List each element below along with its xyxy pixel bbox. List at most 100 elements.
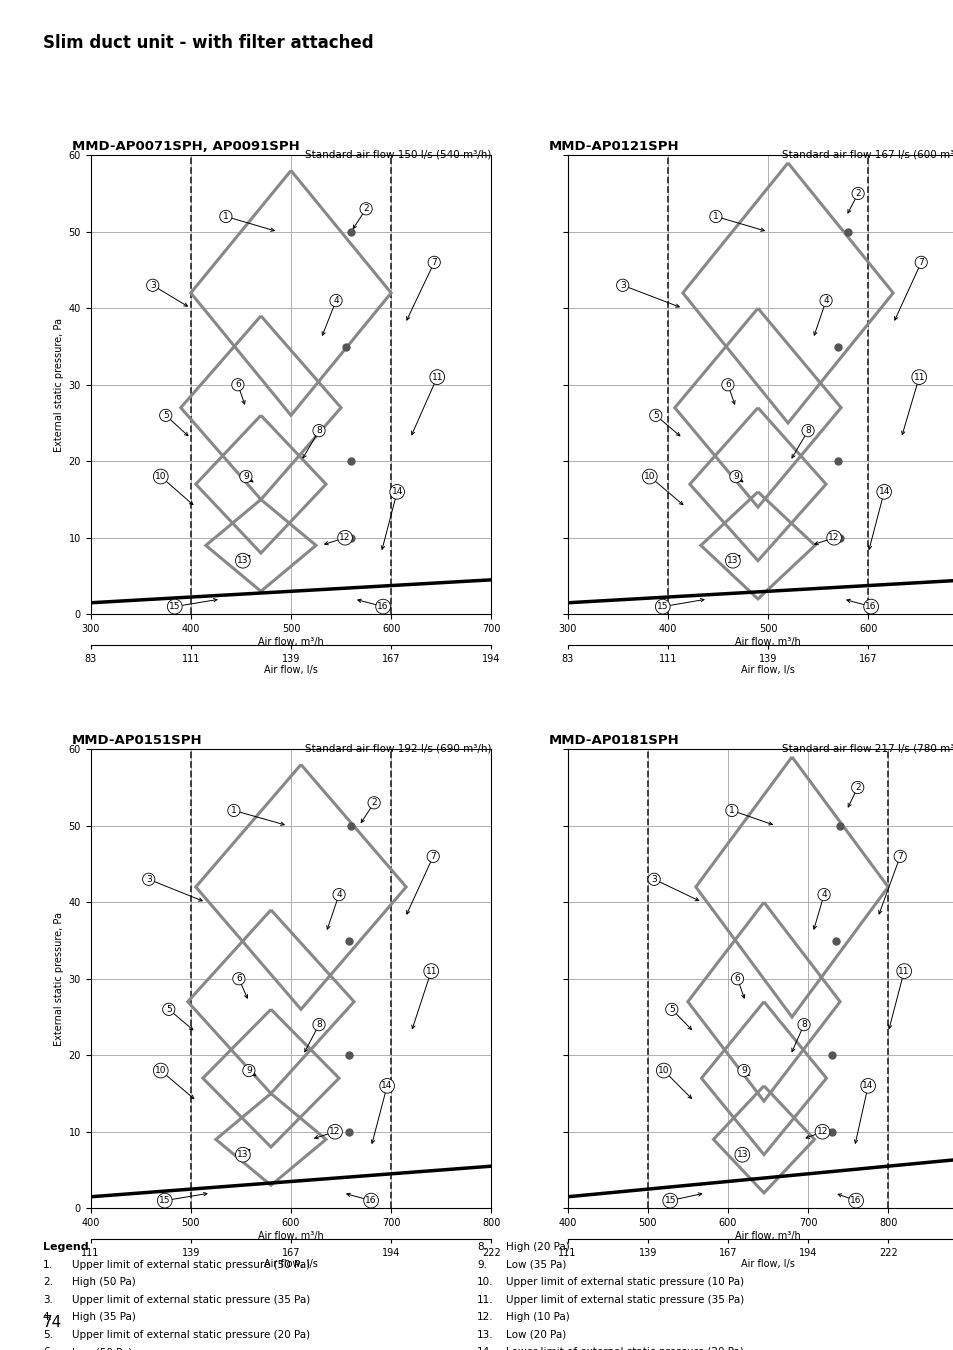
X-axis label: Air flow, l/s: Air flow, l/s — [740, 1260, 794, 1269]
Text: 10: 10 — [643, 472, 655, 481]
Text: 5: 5 — [163, 410, 169, 420]
Text: 2: 2 — [363, 204, 369, 213]
Text: 12: 12 — [816, 1127, 827, 1137]
Text: 4: 4 — [333, 296, 338, 305]
Text: 14: 14 — [391, 487, 402, 497]
Text: MMD-AP0181SPH: MMD-AP0181SPH — [548, 733, 679, 747]
Text: 15: 15 — [169, 602, 180, 612]
Text: 5.: 5. — [43, 1330, 52, 1339]
Text: 15: 15 — [663, 1196, 676, 1206]
Text: 5: 5 — [652, 410, 658, 420]
Text: 11: 11 — [425, 967, 436, 976]
Text: 8: 8 — [315, 1021, 321, 1029]
Text: 2: 2 — [854, 783, 860, 792]
Text: 16: 16 — [365, 1196, 376, 1206]
Text: 7: 7 — [918, 258, 923, 267]
Text: Upper limit of external static pressure (35 Pa): Upper limit of external static pressure … — [505, 1295, 743, 1304]
Text: 10: 10 — [154, 472, 167, 481]
Text: 16: 16 — [849, 1196, 861, 1206]
Text: 13: 13 — [736, 1150, 747, 1160]
Text: 3.: 3. — [43, 1295, 52, 1304]
Text: High (50 Pa): High (50 Pa) — [71, 1277, 135, 1287]
Text: MMD-AP0121SPH: MMD-AP0121SPH — [548, 139, 679, 153]
X-axis label: Air flow, m³/h: Air flow, m³/h — [258, 1231, 323, 1241]
Text: 14: 14 — [878, 487, 889, 497]
Text: 8: 8 — [315, 427, 321, 435]
Text: Low (50 Pa): Low (50 Pa) — [71, 1347, 132, 1350]
Text: 13: 13 — [726, 556, 738, 566]
Text: 1: 1 — [231, 806, 236, 815]
Text: 15: 15 — [159, 1196, 171, 1206]
X-axis label: Air flow, m³/h: Air flow, m³/h — [258, 637, 323, 647]
Y-axis label: External static pressure, Pa: External static pressure, Pa — [54, 317, 64, 452]
Text: 8.: 8. — [476, 1242, 486, 1251]
Text: 13: 13 — [237, 556, 249, 566]
Text: 10: 10 — [658, 1066, 669, 1075]
Text: 2.: 2. — [43, 1277, 52, 1287]
Text: Standard air flow 192 l/s (690 m³/h): Standard air flow 192 l/s (690 m³/h) — [305, 744, 491, 753]
Text: 1.: 1. — [43, 1260, 52, 1269]
Text: 7: 7 — [430, 852, 436, 861]
Text: 6: 6 — [724, 381, 730, 389]
Text: 13.: 13. — [476, 1330, 493, 1339]
Text: 1: 1 — [728, 806, 734, 815]
Text: 16: 16 — [864, 602, 876, 612]
Text: 10.: 10. — [476, 1277, 493, 1287]
Text: 11.: 11. — [476, 1295, 493, 1304]
Text: Lower limit of external static pressure (20 Pa): Lower limit of external static pressure … — [505, 1347, 742, 1350]
Text: High (35 Pa): High (35 Pa) — [71, 1312, 135, 1322]
Text: 11: 11 — [898, 967, 909, 976]
Text: 4: 4 — [335, 890, 341, 899]
Text: Low (35 Pa): Low (35 Pa) — [505, 1260, 565, 1269]
Text: 3: 3 — [651, 875, 657, 884]
Text: Legend: Legend — [43, 1242, 89, 1251]
Text: Standard air flow 217 l/s (780 m³/h): Standard air flow 217 l/s (780 m³/h) — [781, 744, 953, 753]
Text: 6: 6 — [234, 381, 240, 389]
Text: 4: 4 — [822, 296, 828, 305]
Text: 3: 3 — [619, 281, 625, 290]
Text: 9: 9 — [732, 472, 738, 481]
Text: Upper limit of external static pressure (20 Pa): Upper limit of external static pressure … — [71, 1330, 310, 1339]
Y-axis label: External static pressure, Pa: External static pressure, Pa — [54, 911, 64, 1046]
Text: 6: 6 — [734, 975, 740, 983]
Text: MMD-AP0151SPH: MMD-AP0151SPH — [71, 733, 202, 747]
Text: 8: 8 — [804, 427, 810, 435]
Text: 4.: 4. — [43, 1312, 52, 1322]
Text: 6.: 6. — [43, 1347, 52, 1350]
Text: Upper limit of external static pressure (50 Pa): Upper limit of external static pressure … — [71, 1260, 310, 1269]
Text: Upper limit of external static pressure (35 Pa): Upper limit of external static pressure … — [71, 1295, 310, 1304]
Text: 2: 2 — [371, 798, 376, 807]
Text: Upper limit of external static pressure (10 Pa): Upper limit of external static pressure … — [505, 1277, 743, 1287]
Text: High (10 Pa): High (10 Pa) — [505, 1312, 569, 1322]
Text: 12: 12 — [329, 1127, 340, 1137]
X-axis label: Air flow, l/s: Air flow, l/s — [264, 666, 317, 675]
Text: 74: 74 — [43, 1315, 62, 1330]
Text: 12.: 12. — [476, 1312, 493, 1322]
X-axis label: Air flow, l/s: Air flow, l/s — [264, 1260, 317, 1269]
Text: 3: 3 — [150, 281, 155, 290]
Text: 2: 2 — [855, 189, 860, 198]
Text: 6: 6 — [235, 975, 241, 983]
Text: Standard air flow 150 l/s (540 m³/h): Standard air flow 150 l/s (540 m³/h) — [305, 150, 491, 159]
Text: 11: 11 — [431, 373, 442, 382]
Text: 14: 14 — [862, 1081, 873, 1091]
Text: 1: 1 — [223, 212, 229, 221]
Text: 3: 3 — [146, 875, 152, 884]
Text: 4: 4 — [821, 890, 826, 899]
X-axis label: Air flow, l/s: Air flow, l/s — [740, 666, 794, 675]
Text: 14: 14 — [381, 1081, 393, 1091]
Text: 5: 5 — [668, 1004, 674, 1014]
Text: 5: 5 — [166, 1004, 172, 1014]
Text: 16: 16 — [377, 602, 389, 612]
Text: 8: 8 — [801, 1021, 806, 1029]
Text: 7: 7 — [897, 852, 902, 861]
Text: High (20 Pa): High (20 Pa) — [505, 1242, 569, 1251]
Text: 9: 9 — [246, 1066, 252, 1075]
Text: 11: 11 — [913, 373, 924, 382]
Text: 9: 9 — [243, 472, 249, 481]
Text: 1: 1 — [712, 212, 718, 221]
Text: Standard air flow 167 l/s (600 m³/h): Standard air flow 167 l/s (600 m³/h) — [781, 150, 953, 159]
Text: MMD-AP0071SPH, AP0091SPH: MMD-AP0071SPH, AP0091SPH — [71, 139, 299, 153]
X-axis label: Air flow, m³/h: Air flow, m³/h — [735, 637, 800, 647]
Text: 15: 15 — [657, 602, 668, 612]
